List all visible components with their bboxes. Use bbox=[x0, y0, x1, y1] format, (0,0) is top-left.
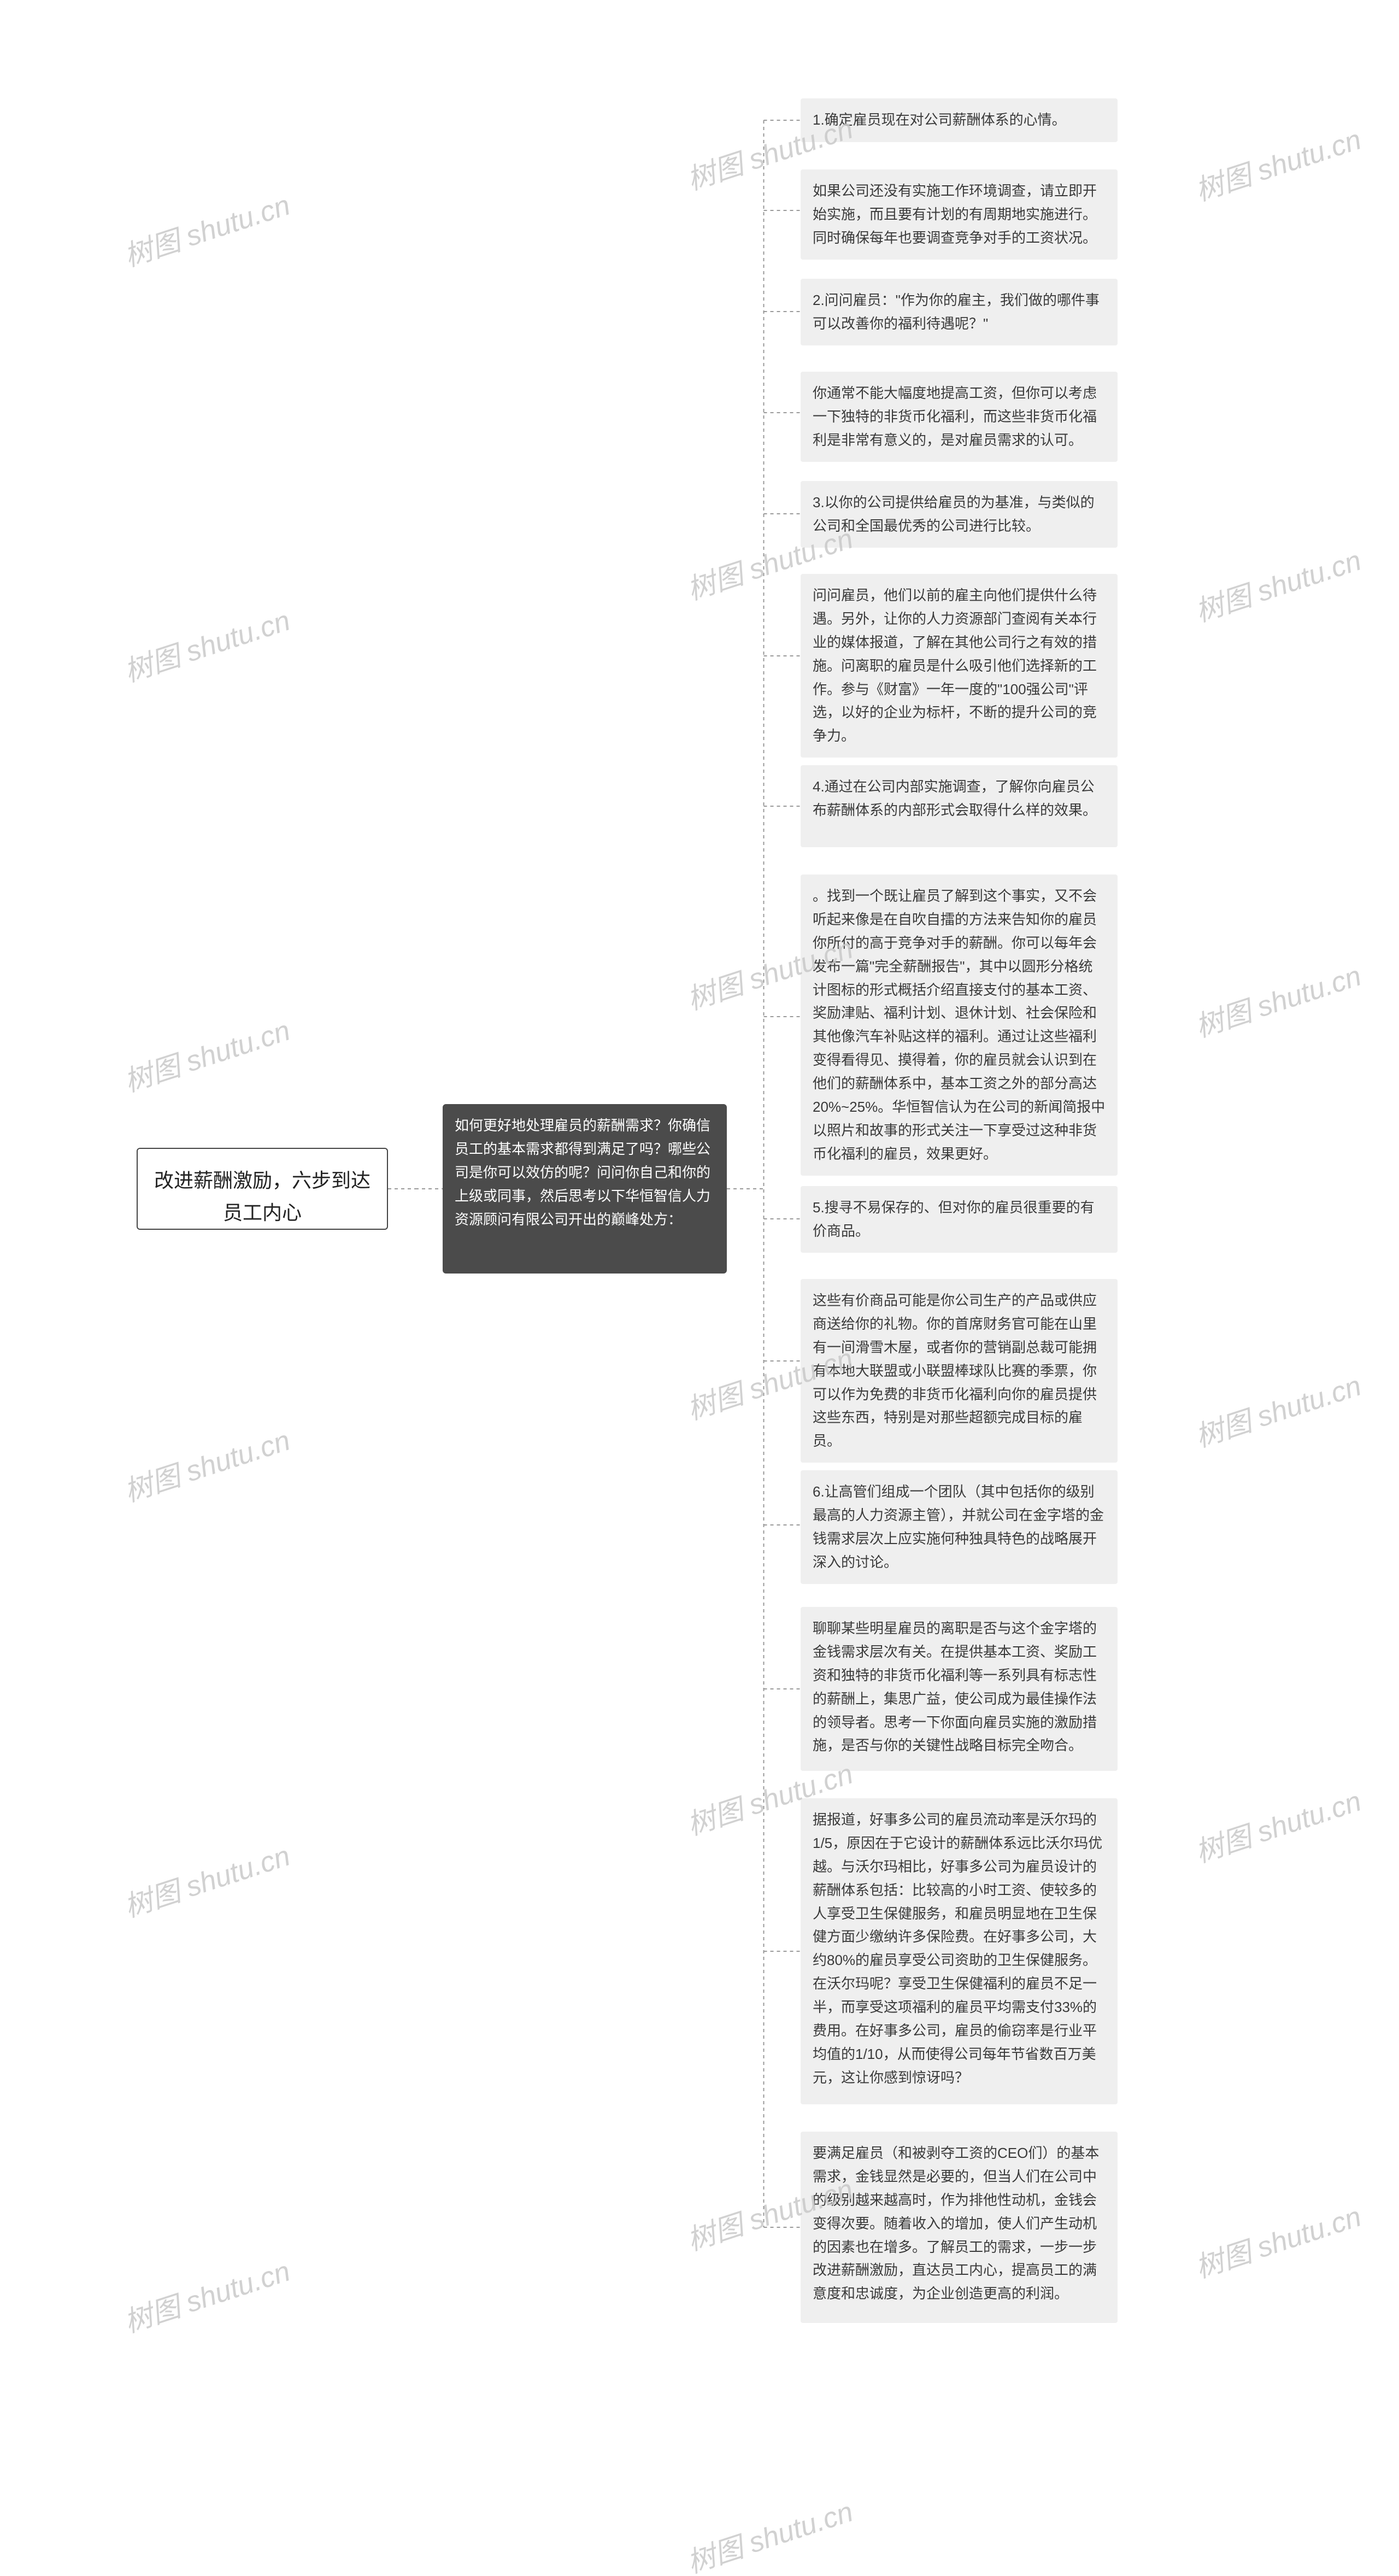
leaf-text: 问问雇员，他们以前的雇主向他们提供什么待遇。另外，让你的人力资源部门查阅有关本行… bbox=[813, 587, 1097, 744]
leaf-text: 。找到一个既让雇员了解到这个事实，又不会听起来像是在自吹自擂的方法来告知你的雇员… bbox=[813, 888, 1105, 1162]
watermark: 树图 shutu.cn bbox=[1189, 1363, 1366, 1455]
watermark: 树图 shutu.cn bbox=[118, 597, 295, 690]
leaf-node: 你通常不能大幅度地提高工资，但你可以考虑一下独特的非货币化福利，而这些非货币化福… bbox=[801, 372, 1118, 462]
leaf-node: 问问雇员，他们以前的雇主向他们提供什么待遇。另外，让你的人力资源部门查阅有关本行… bbox=[801, 574, 1118, 758]
leaf-node: 要满足雇员（和被剥夺工资的CEO们）的基本需求，金钱显然是必要的，但当人们在公司… bbox=[801, 2132, 1118, 2323]
leaf-node: 5.搜寻不易保存的、但对你的雇员很重要的有价商品。 bbox=[801, 1186, 1118, 1253]
leaf-node: 聊聊某些明星雇员的离职是否与这个金字塔的金钱需求层次有关。在提供基本工资、奖励工… bbox=[801, 1607, 1118, 1771]
leaf-node: 2.问问雇员："作为你的雇主，我们做的哪件事可以改善你的福利待遇呢？" bbox=[801, 279, 1118, 345]
leaf-text: 2.问问雇员："作为你的雇主，我们做的哪件事可以改善你的福利待遇呢？" bbox=[813, 292, 1100, 332]
leaf-text: 据报道，好事多公司的雇员流动率是沃尔玛的1/5，原因在于它设计的薪酬体系远比沃尔… bbox=[813, 1811, 1102, 2086]
level1-node: 如何更好地处理雇员的薪酬需求？你确信员工的基本需求都得到满足了吗？哪些公司是你可… bbox=[443, 1104, 727, 1274]
watermark: 树图 shutu.cn bbox=[1189, 2193, 1366, 2286]
watermark: 树图 shutu.cn bbox=[118, 2248, 295, 2340]
mindmap-canvas: 改进薪酬激励，六步到达员工内心 如何更好地处理雇员的薪酬需求？你确信员工的基本需… bbox=[0, 0, 1399, 2576]
watermark: 树图 shutu.cn bbox=[1189, 1778, 1366, 1870]
leaf-text: 5.搜寻不易保存的、但对你的雇员很重要的有价商品。 bbox=[813, 1199, 1095, 1239]
watermark: 树图 shutu.cn bbox=[1189, 537, 1366, 630]
root-node: 改进薪酬激励，六步到达员工内心 bbox=[137, 1148, 388, 1230]
watermark: 树图 shutu.cn bbox=[118, 1417, 295, 1510]
leaf-text: 如果公司还没有实施工作环境调查，请立即开始实施，而且要有计划的有周期地实施进行。… bbox=[813, 183, 1097, 246]
leaf-node: 4.通过在公司内部实施调查，了解你向雇员公布薪酬体系的内部形式会取得什么样的效果… bbox=[801, 765, 1118, 847]
leaf-node: 6.让高管们组成一个团队（其中包括你的级别最高的人力资源主管），并就公司在金字塔… bbox=[801, 1470, 1118, 1584]
leaf-text: 你通常不能大幅度地提高工资，但你可以考虑一下独特的非货币化福利，而这些非货币化福… bbox=[813, 385, 1097, 448]
leaf-node: 1.确定雇员现在对公司薪酬体系的心情。 bbox=[801, 98, 1118, 142]
leaf-node: 这些有价商品可能是你公司生产的产品或供应商送给你的礼物。你的首席财务官可能在山里… bbox=[801, 1279, 1118, 1463]
level1-text: 如何更好地处理雇员的薪酬需求？你确信员工的基本需求都得到满足了吗？哪些公司是你可… bbox=[455, 1117, 710, 1228]
connector-layer bbox=[0, 0, 1399, 2576]
leaf-text: 要满足雇员（和被剥夺工资的CEO们）的基本需求，金钱显然是必要的，但当人们在公司… bbox=[813, 2145, 1099, 2302]
watermark: 树图 shutu.cn bbox=[1189, 116, 1366, 209]
leaf-node: 据报道，好事多公司的雇员流动率是沃尔玛的1/5，原因在于它设计的薪酬体系远比沃尔… bbox=[801, 1798, 1118, 2104]
leaf-node: 。找到一个既让雇员了解到这个事实，又不会听起来像是在自吹自擂的方法来告知你的雇员… bbox=[801, 875, 1118, 1176]
watermark: 树图 shutu.cn bbox=[118, 1007, 295, 1100]
leaf-text: 聊聊某些明星雇员的离职是否与这个金字塔的金钱需求层次有关。在提供基本工资、奖励工… bbox=[813, 1620, 1097, 1753]
leaf-node: 3.以你的公司提供给雇员的为基准，与类似的公司和全国最优秀的公司进行比较。 bbox=[801, 481, 1118, 548]
watermark: 树图 shutu.cn bbox=[118, 182, 295, 274]
root-text: 改进薪酬激励，六步到达员工内心 bbox=[154, 1169, 371, 1224]
leaf-text: 3.以你的公司提供给雇员的为基准，与类似的公司和全国最优秀的公司进行比较。 bbox=[813, 494, 1095, 534]
watermark: 树图 shutu.cn bbox=[1189, 953, 1366, 1045]
leaf-text: 4.通过在公司内部实施调查，了解你向雇员公布薪酬体系的内部形式会取得什么样的效果… bbox=[813, 778, 1097, 818]
leaf-text: 6.让高管们组成一个团队（其中包括你的级别最高的人力资源主管），并就公司在金字塔… bbox=[813, 1483, 1104, 1570]
leaf-text: 1.确定雇员现在对公司薪酬体系的心情。 bbox=[813, 112, 1066, 128]
watermark: 树图 shutu.cn bbox=[118, 1833, 295, 1925]
leaf-node: 如果公司还没有实施工作环境调查，请立即开始实施，而且要有计划的有周期地实施进行。… bbox=[801, 169, 1118, 260]
watermark: 树图 shutu.cn bbox=[681, 2489, 857, 2576]
leaf-text: 这些有价商品可能是你公司生产的产品或供应商送给你的礼物。你的首席财务官可能在山里… bbox=[813, 1292, 1097, 1449]
